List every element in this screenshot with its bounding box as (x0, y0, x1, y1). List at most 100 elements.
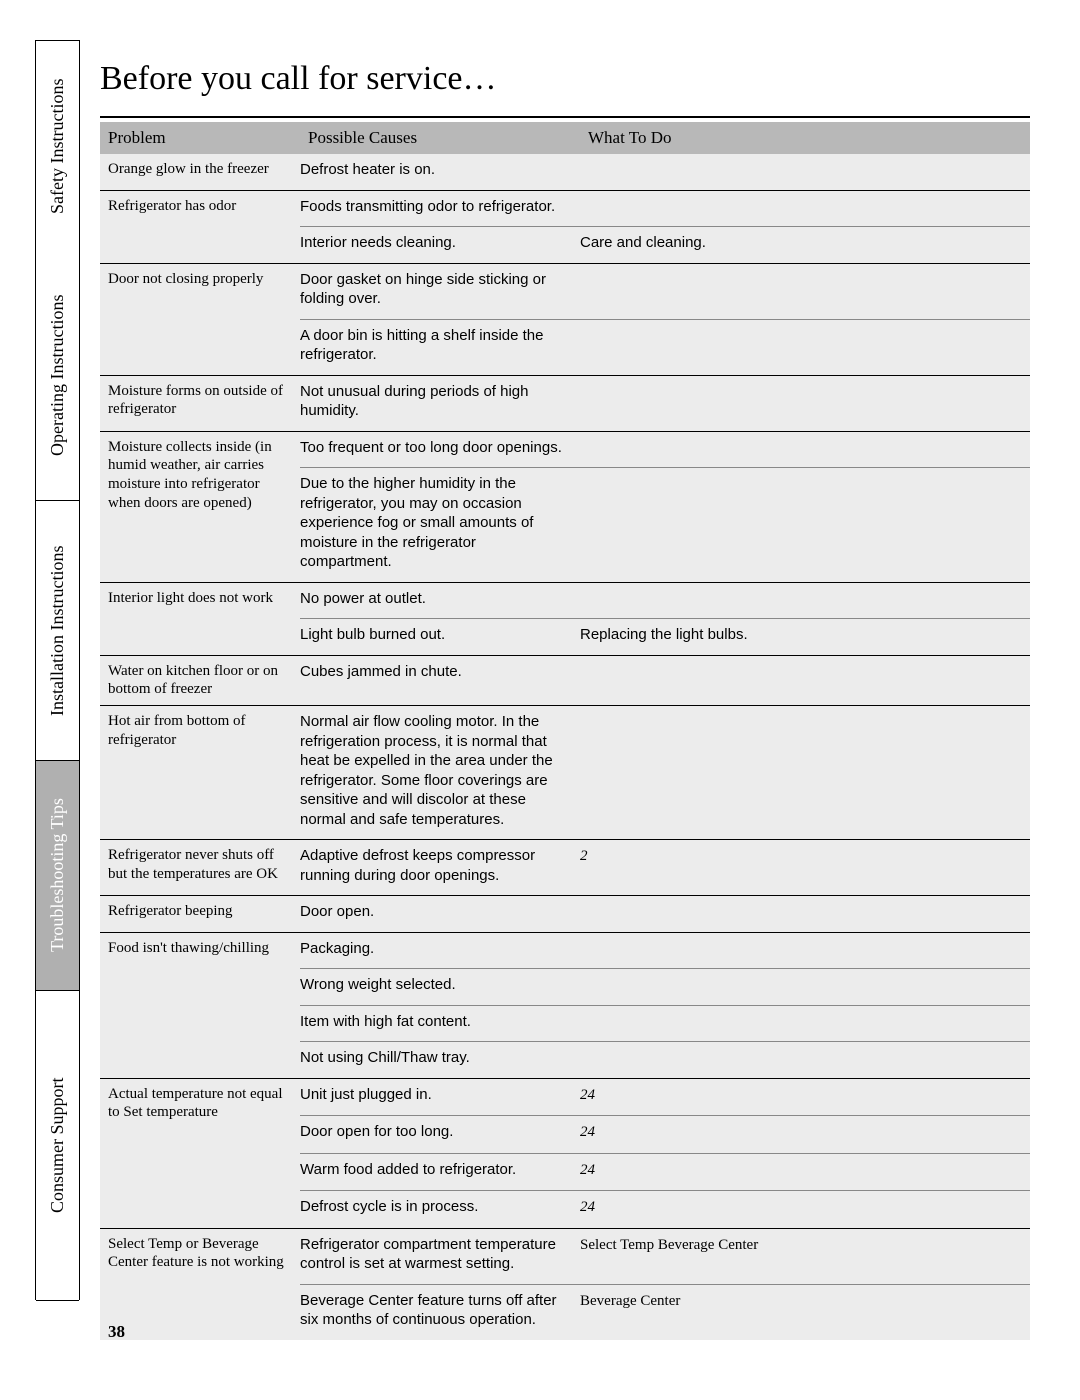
what-cell (580, 270, 1030, 309)
cause-cell: Due to the higher humidity in the refrig… (300, 474, 580, 572)
cause-cell: Light bulb burned out. (300, 625, 580, 645)
cause-list: Defrost heater is on. (300, 154, 1030, 190)
header-what: What To Do (588, 128, 1022, 148)
cause-cell: Door gasket on hinge side sticking or fo… (300, 270, 580, 309)
cause-row: Too frequent or too long door openings. (300, 432, 1030, 468)
cause-row: No power at outlet. (300, 583, 1030, 619)
problem-cell: Food isn't thawing/chilling (100, 933, 300, 1078)
problem-cell: Orange glow in the freezer (100, 154, 300, 190)
problem-cell: Refrigerator beeping (100, 896, 300, 932)
what-cell (580, 1012, 1030, 1032)
table-row: Select Temp or Beverage Center feature i… (100, 1228, 1030, 1340)
cause-list: Adaptive defrost keeps compressor runnin… (300, 840, 1030, 895)
cause-row: Warm food added to refrigerator.24 (300, 1153, 1030, 1191)
cause-row: Packaging. (300, 933, 1030, 969)
cause-row: Door open for too long.24 (300, 1115, 1030, 1153)
table-row: Moisture forms on outside of refrigerato… (100, 375, 1030, 431)
problem-cell: Interior light does not work (100, 583, 300, 655)
cause-list: Refrigerator compartment temperature con… (300, 1229, 1030, 1340)
problem-cell: Refrigerator never shuts off but the tem… (100, 840, 300, 895)
what-cell (580, 160, 1030, 180)
cause-cell: Door open. (300, 902, 580, 922)
table-row: Moisture collects inside (in humid weath… (100, 431, 1030, 582)
problem-cell: Moisture forms on outside of refrigerato… (100, 376, 300, 431)
table-row: Interior light does not workNo power at … (100, 582, 1030, 655)
cause-row: Beverage Center feature turns off after … (300, 1284, 1030, 1340)
tab-operating-instructions[interactable]: Operating Instructions (36, 251, 79, 501)
cause-row: Cubes jammed in chute. (300, 656, 1030, 692)
what-cell: 24 (580, 1160, 1030, 1181)
cause-row: Defrost heater is on. (300, 154, 1030, 190)
horizontal-rule (100, 116, 1030, 118)
cause-row: Adaptive defrost keeps compressor runnin… (300, 840, 1030, 895)
cause-cell: Beverage Center feature turns off after … (300, 1291, 580, 1330)
cause-row: Foods transmitting odor to refrigerator. (300, 191, 1030, 227)
what-cell: 2 (580, 846, 1030, 885)
what-cell: 24 (580, 1085, 1030, 1106)
cause-list: Foods transmitting odor to refrigerator.… (300, 191, 1030, 263)
cause-cell: Too frequent or too long door openings. (300, 438, 580, 458)
cause-row: Refrigerator compartment temperature con… (300, 1229, 1030, 1284)
table-row: Refrigerator has odorFoods transmitting … (100, 190, 1030, 263)
tab-installation-instructions[interactable]: Installation Instructions (36, 501, 79, 761)
cause-row: Door gasket on hinge side sticking or fo… (300, 264, 1030, 319)
what-cell (580, 438, 1030, 458)
cause-row: Interior needs cleaning.Care and cleanin… (300, 226, 1030, 263)
cause-row: Wrong weight selected. (300, 968, 1030, 1005)
problem-cell: Hot air from bottom of refrigerator (100, 706, 300, 839)
cause-row: Light bulb burned out.Replacing the ligh… (300, 618, 1030, 655)
cause-cell: Interior needs cleaning. (300, 233, 580, 253)
what-cell: Beverage Center (580, 1291, 1030, 1330)
what-cell (580, 589, 1030, 609)
what-cell: Replacing the light bulbs. (580, 625, 1030, 645)
tab-safety-instructions[interactable]: Safety Instructions (36, 41, 79, 251)
what-cell (580, 1048, 1030, 1068)
what-cell: 24 (580, 1122, 1030, 1143)
table-header-row: Problem Possible Causes What To Do (100, 122, 1030, 154)
cause-row: Item with high fat content. (300, 1005, 1030, 1042)
cause-list: Too frequent or too long door openings. D… (300, 432, 1030, 582)
cause-cell: Defrost heater is on. (300, 160, 580, 180)
what-cell: Care and cleaning. (580, 233, 1030, 253)
table-row: Refrigerator never shuts off but the tem… (100, 839, 1030, 895)
tab-troubleshooting-tips[interactable]: Troubleshooting Tips (36, 761, 79, 991)
cause-cell: Defrost cycle is in process. (300, 1197, 580, 1218)
table-row: Refrigerator beepingDoor open. (100, 895, 1030, 932)
cause-cell: Adaptive defrost keeps compressor runnin… (300, 846, 580, 885)
cause-cell: Foods transmitting odor to refrigerator. (300, 197, 580, 217)
table-row: Hot air from bottom of refrigeratorNorma… (100, 705, 1030, 839)
cause-cell: A door bin is hitting a shelf inside the… (300, 326, 580, 365)
what-cell (580, 197, 1030, 217)
table-row: Orange glow in the freezerDefrost heater… (100, 154, 1030, 190)
what-cell (580, 662, 1030, 682)
cause-cell: Normal air flow cooling motor. In the re… (300, 712, 580, 829)
cause-cell: Packaging. (300, 939, 580, 959)
section-tabs: Safety InstructionsOperating Instruction… (35, 40, 80, 1300)
cause-row: Defrost cycle is in process.24 (300, 1190, 1030, 1228)
table-row: Food isn't thawing/chillingPackaging. Wro… (100, 932, 1030, 1078)
what-cell (580, 382, 1030, 421)
cause-cell: Not using Chill/Thaw tray. (300, 1048, 580, 1068)
cause-row: Normal air flow cooling motor. In the re… (300, 706, 1030, 839)
table-body: Orange glow in the freezerDefrost heater… (100, 154, 1030, 1340)
problem-cell: Select Temp or Beverage Center feature i… (100, 1229, 300, 1340)
table-row: Water on kitchen floor or on bottom of f… (100, 655, 1030, 706)
problem-cell: Refrigerator has odor (100, 191, 300, 263)
what-cell (580, 902, 1030, 922)
cause-cell: Item with high fat content. (300, 1012, 580, 1032)
what-cell (580, 975, 1030, 995)
cause-cell: Unit just plugged in. (300, 1085, 580, 1106)
what-cell (580, 326, 1030, 365)
cause-row: Not using Chill/Thaw tray. (300, 1041, 1030, 1078)
cause-list: Door open. (300, 896, 1030, 932)
tab-consumer-support[interactable]: Consumer Support (36, 991, 79, 1301)
what-cell: 24 (580, 1197, 1030, 1218)
troubleshooting-table: Problem Possible Causes What To Do Orang… (100, 122, 1030, 1340)
what-cell (580, 939, 1030, 959)
cause-cell: Refrigerator compartment temperature con… (300, 1235, 580, 1274)
problem-cell: Actual temperature not equal to Set temp… (100, 1079, 300, 1228)
problem-cell: Moisture collects inside (in humid weath… (100, 432, 300, 582)
cause-row: Not unusual during periods of high humid… (300, 376, 1030, 431)
page-title: Before you call for service… (100, 40, 1030, 98)
cause-list: Normal air flow cooling motor. In the re… (300, 706, 1030, 839)
